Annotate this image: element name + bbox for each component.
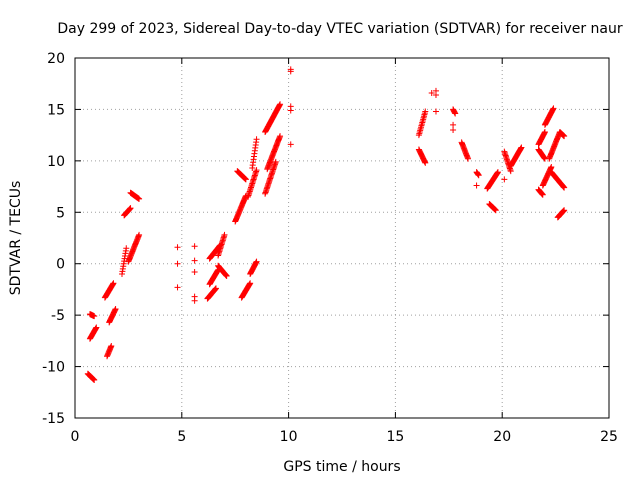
data-point (223, 273, 230, 280)
data-point (174, 260, 181, 267)
data-point (277, 133, 284, 140)
data-point (422, 159, 429, 166)
x-tick-label: 5 (177, 429, 186, 445)
data-point (253, 167, 260, 174)
x-tick-label: 0 (71, 429, 80, 445)
y-tick-label: 0 (56, 257, 65, 273)
data-point (191, 297, 198, 304)
y-tick-label: 5 (56, 205, 65, 221)
data-point (428, 89, 435, 96)
data-point (112, 305, 119, 312)
data-point (136, 195, 143, 202)
x-tick-label: 25 (600, 429, 618, 445)
data-point (91, 313, 98, 320)
axis-ticks: 0 5 10 15 20 25 -15 -10 -5 0 5 10 15 20 (42, 51, 618, 445)
data-point (272, 158, 279, 165)
data-point (432, 108, 439, 115)
data-point (253, 136, 260, 143)
data-point (561, 207, 568, 214)
data-point (518, 144, 525, 151)
data-point (561, 133, 568, 140)
data-point (191, 257, 198, 264)
y-tick-label: 15 (47, 102, 65, 118)
data-point (93, 324, 100, 331)
y-tick-label: -5 (51, 308, 65, 324)
data-point (494, 169, 501, 176)
x-tick-label: 20 (493, 429, 511, 445)
data-point (450, 121, 457, 128)
data-point (242, 176, 249, 183)
data-point (91, 376, 98, 383)
data-point (127, 205, 134, 212)
y-tick-label: 20 (47, 51, 65, 67)
data-point (123, 245, 130, 252)
data-point (432, 87, 439, 94)
data-point (548, 164, 555, 171)
y-axis-label: SDTVAR / TECUs (8, 181, 24, 296)
data-point (475, 172, 482, 179)
data-point (561, 184, 568, 191)
data-point (136, 231, 143, 238)
data-point (287, 68, 294, 75)
x-tick-label: 15 (386, 429, 404, 445)
data-point (174, 284, 181, 291)
y-tick-label: 10 (47, 154, 65, 170)
data-point (287, 107, 294, 114)
chart-title: Day 299 of 2023, Sidereal Day-to-day VTE… (57, 21, 623, 37)
data-point (473, 182, 480, 189)
data-point (465, 155, 472, 162)
x-axis-label: GPS time / hours (283, 459, 400, 475)
data-point (108, 343, 115, 349)
data-points (84, 66, 568, 383)
data-point (191, 268, 198, 275)
data-point (253, 258, 260, 265)
data-point (287, 141, 294, 148)
data-point (277, 101, 284, 108)
data-point (422, 108, 429, 115)
grid-lines (75, 58, 609, 418)
data-point (174, 244, 181, 251)
y-tick-label: -15 (42, 411, 65, 427)
plot-frame (74, 57, 610, 419)
data-point (221, 231, 228, 238)
data-point (550, 105, 557, 112)
data-point (452, 110, 459, 117)
data-point (492, 207, 499, 214)
data-point (212, 285, 219, 292)
data-point (110, 280, 117, 287)
y-tick-label: -10 (42, 360, 65, 376)
data-point (539, 191, 546, 198)
data-point (191, 243, 198, 250)
data-point (541, 129, 548, 136)
data-point (507, 168, 514, 175)
data-point (247, 280, 254, 287)
data-point (501, 176, 508, 183)
data-point (450, 127, 457, 133)
x-tick-label: 10 (280, 429, 298, 445)
